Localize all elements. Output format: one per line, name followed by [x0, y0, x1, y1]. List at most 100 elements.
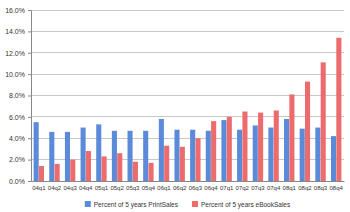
x-tick: 08q1: [283, 181, 297, 191]
bar: [300, 129, 305, 181]
bar: [96, 124, 101, 181]
legend-item: Percent of 5 years eBookSales: [192, 201, 291, 209]
legend-label: Percent of 5 years PrintSales: [94, 201, 179, 209]
bar: [237, 130, 242, 181]
x-tick: 07q1: [220, 181, 234, 191]
bar: [149, 163, 154, 181]
bar: [34, 122, 39, 181]
y-tick-label: 10.0%: [5, 71, 25, 78]
y-tick: 2.0%: [9, 156, 31, 163]
x-tick-label: 05q2: [110, 185, 124, 191]
bar: [289, 94, 294, 181]
x-tick-label: 08q4: [329, 185, 343, 191]
y-tick: 0.0%: [9, 178, 31, 185]
y-tick: 16.0%: [5, 7, 31, 14]
x-tick: 06q3: [189, 181, 203, 191]
x-tick-label: 06q3: [189, 185, 203, 191]
grid-line: [31, 181, 344, 182]
x-axis: 04q104q204q304q405q105q205q305q406q106q2…: [32, 181, 345, 191]
y-axis: 0.0%2.0%4.0%6.0%8.0%10.0%12.0%14.0%16.0%: [5, 7, 31, 185]
y-tick-mark: [28, 138, 31, 139]
x-tick: 06q1: [157, 181, 171, 191]
bar: [143, 131, 148, 181]
bar: [86, 151, 91, 181]
bar: [49, 132, 54, 181]
grid-line: [31, 116, 344, 117]
x-tick-label: 08q1: [283, 185, 297, 191]
x-tick: 07q3: [251, 181, 265, 191]
grid-line: [31, 95, 344, 96]
x-tick: 08q2: [298, 181, 312, 191]
bar: [70, 160, 75, 181]
x-tick: 05q2: [110, 181, 124, 191]
legend-swatch: [85, 201, 91, 207]
bar: [211, 121, 216, 181]
x-tick: 05q1: [95, 181, 109, 191]
y-tick-mark: [28, 10, 31, 11]
y-tick: 10.0%: [5, 71, 31, 78]
x-tick-label: 06q1: [157, 185, 171, 191]
bar: [284, 119, 289, 181]
bar: [190, 130, 195, 181]
x-tick: 04q4: [79, 181, 93, 191]
x-tick-label: 04q3: [63, 185, 77, 191]
y-tick-mark: [28, 74, 31, 75]
x-tick: 04q3: [63, 181, 77, 191]
y-tick-label: 6.0%: [9, 114, 25, 121]
x-tick-label: 04q2: [48, 185, 62, 191]
legend-label: Percent of 5 years eBookSales: [201, 201, 291, 209]
grid: [31, 10, 344, 181]
x-tick: 08q4: [329, 181, 343, 191]
y-tick-mark: [28, 31, 31, 32]
grid-line: [31, 52, 344, 53]
x-tick: 07q4: [267, 181, 281, 191]
bar: [305, 82, 310, 181]
y-tick-mark: [28, 96, 31, 97]
y-tick-label: 4.0%: [9, 135, 25, 142]
y-tick-mark: [28, 160, 31, 161]
x-tick: 08q3: [314, 181, 328, 191]
x-tick: 06q4: [204, 181, 218, 191]
bar: [195, 138, 200, 181]
bar: [128, 131, 133, 181]
x-tick: 05q3: [126, 181, 140, 191]
bar: [164, 146, 169, 181]
bar: [133, 162, 138, 181]
y-tick-label: 16.0%: [5, 7, 25, 14]
bar: [159, 119, 164, 181]
legend: Percent of 5 years PrintSales Percent of …: [85, 201, 291, 209]
x-tick-label: 07q1: [220, 185, 234, 191]
y-tick-mark: [28, 117, 31, 118]
y-tick-mark: [28, 53, 31, 54]
y-tick-label: 0.0%: [9, 178, 25, 185]
x-tick: 07q2: [236, 181, 250, 191]
bar: [39, 166, 44, 181]
y-tick: 6.0%: [9, 114, 31, 121]
y-tick: 12.0%: [5, 49, 31, 56]
bar: [55, 164, 60, 181]
bar: [65, 132, 70, 181]
bar: [315, 128, 320, 181]
x-tick-label: 07q2: [236, 185, 250, 191]
bar: [102, 156, 107, 181]
bar: [221, 120, 226, 181]
x-tick: 05q4: [142, 181, 156, 191]
x-tick-label: 08q3: [314, 185, 328, 191]
x-tick: 04q1: [32, 181, 46, 191]
x-tick-label: 05q1: [95, 185, 109, 191]
x-tick-label: 05q3: [126, 185, 140, 191]
legend-swatch: [192, 201, 198, 207]
bar: [174, 130, 179, 181]
x-tick: 06q2: [173, 181, 187, 191]
legend-item: Percent of 5 years PrintSales: [85, 201, 179, 209]
bar: [336, 38, 341, 181]
bar: [274, 110, 279, 181]
bar: [268, 128, 273, 181]
y-tick-label: 8.0%: [9, 92, 25, 99]
x-tick-label: 04q1: [32, 185, 46, 191]
x-tick-label: 06q4: [204, 185, 218, 191]
bar: [258, 113, 263, 181]
series-bars: [39, 38, 341, 181]
x-tick-label: 04q4: [79, 185, 93, 191]
x-tick-label: 07q4: [267, 185, 281, 191]
